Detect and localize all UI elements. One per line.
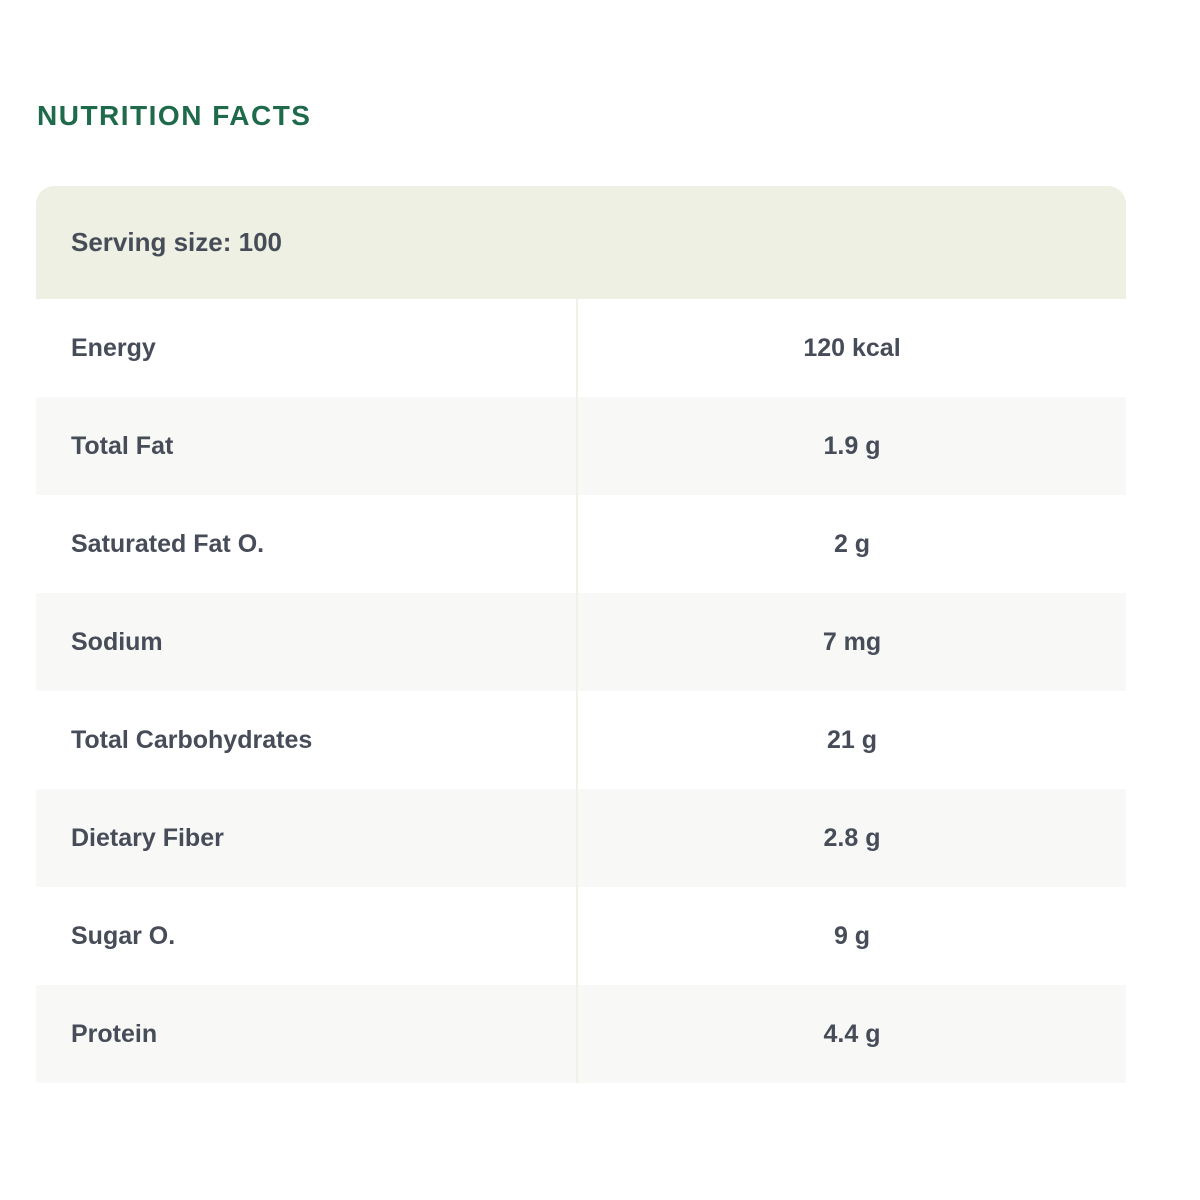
row-value: 21 g	[826, 725, 878, 754]
page-title: NUTRITION FACTS	[37, 100, 312, 131]
table-row: Sodium 7 mg	[36, 593, 1126, 691]
nutrition-card: Serving size: 100 Energy 120 kcal Total Fa…	[36, 186, 1126, 1083]
row-value: 1.9 g	[823, 431, 881, 460]
row-label: Total Fat	[36, 397, 578, 495]
table-row: Saturated Fat O. 2 g	[36, 495, 1126, 593]
row-label: Dietary Fiber	[36, 789, 578, 887]
row-value: 120 kcal	[803, 333, 901, 362]
nutrition-table: Energy 120 kcal Total Fat 1.9 g Saturated Fa…	[36, 299, 1126, 1083]
row-label: Sugar O.	[36, 887, 578, 985]
table-row: Sugar O. 9 g	[36, 887, 1126, 985]
table-row: Energy 120 kcal	[36, 299, 1126, 397]
table-row: Dietary Fiber 2.8 g	[36, 789, 1126, 887]
row-label: Sodium	[36, 593, 578, 691]
row-label: Protein	[36, 985, 578, 1083]
row-label: Energy	[36, 299, 578, 397]
table-row: Protein 4.4 g	[36, 985, 1126, 1083]
table-row: Total Fat 1.9 g	[36, 397, 1126, 495]
row-value: 9 g	[833, 921, 871, 950]
row-value: 4.4 g	[823, 1019, 881, 1048]
row-value: 2 g	[833, 529, 871, 558]
serving-size-header: Serving size: 100	[36, 186, 1126, 299]
row-label: Saturated Fat O.	[36, 495, 578, 593]
row-value: 7 mg	[822, 627, 882, 656]
serving-size-label: Serving size: 100	[71, 227, 282, 257]
row-value: 2.8 g	[823, 823, 881, 852]
table-row: Total Carbohydrates 21 g	[36, 691, 1126, 789]
row-label: Total Carbohydrates	[36, 691, 578, 789]
